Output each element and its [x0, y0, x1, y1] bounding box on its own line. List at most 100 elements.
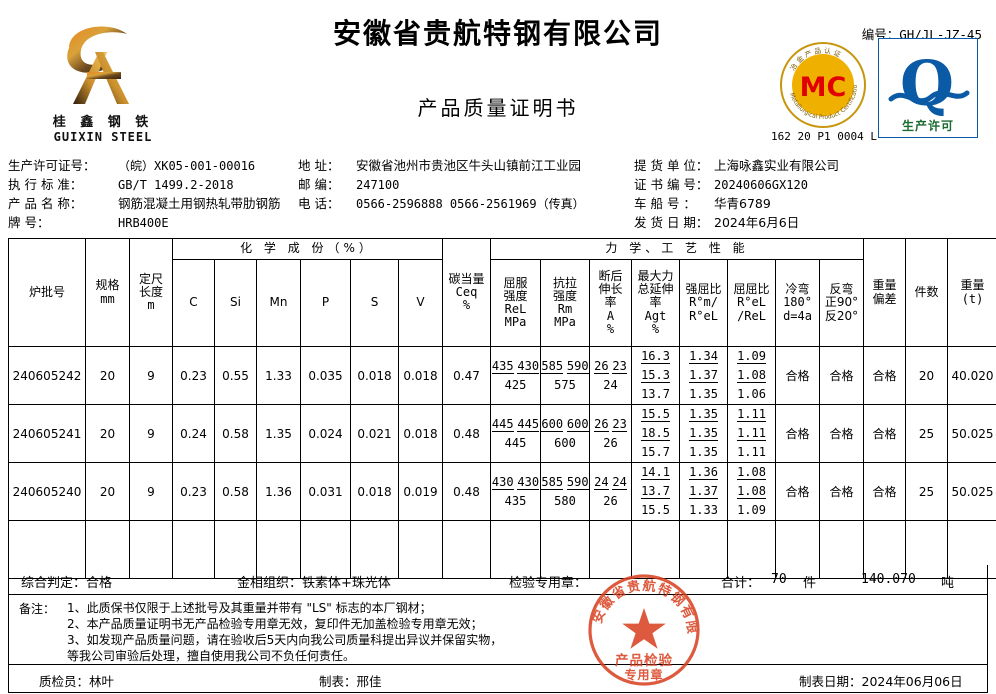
header-chem-p: P: [300, 259, 351, 347]
cell-yield: 435 430 425: [490, 346, 542, 405]
subcell: 15.5: [641, 503, 670, 517]
subcell: 1.08: [737, 465, 766, 480]
header-length-line1: 定尺: [138, 271, 163, 286]
field-label: 车 船 号 ：: [634, 196, 696, 211]
subcell: 435: [491, 358, 514, 374]
subcell: 1.35: [689, 387, 718, 401]
subcell: 1.34: [689, 349, 718, 364]
cell-p: 0.035: [300, 346, 351, 405]
field-label: 产 品 名 称：: [8, 196, 83, 211]
subcell: 585: [541, 358, 564, 374]
subcell: 1.11: [737, 426, 766, 441]
hdr-line: R°eL: [737, 295, 766, 310]
subcell: 445: [491, 416, 514, 432]
cell-yield-ratio: [727, 520, 777, 579]
subcell: 1.37: [689, 484, 718, 499]
hdr-line: ReL: [504, 302, 527, 316]
cell-ceq: 0.48: [442, 404, 492, 463]
sq-license-label: 生产许可: [901, 119, 954, 133]
subcell: 435: [504, 493, 527, 508]
subcell: 23: [612, 416, 627, 432]
info-column-left: 生产许可证号： （皖）XK05-001-00016 执 行 标 准： GB/T 14…: [8, 156, 298, 232]
cell-yield: 445 445 445: [490, 404, 542, 463]
cell-cold-bend: 合格: [775, 346, 821, 405]
subcell: 600: [541, 416, 564, 432]
cell-weight: 50.025: [947, 462, 996, 521]
hdr-line: 180°: [783, 295, 812, 310]
field-consignee: 提 货 单 位： 上海咏鑫实业有限公司: [634, 156, 990, 175]
cell-agt: 15.5 18.5 15.7: [631, 404, 681, 463]
cell-agt: 14.1 13.7 15.5: [631, 462, 681, 521]
header-chem-c: C: [172, 259, 215, 347]
hdr-line: A: [606, 308, 615, 323]
document-title: 产品质量证明书: [417, 96, 579, 120]
sq-license-icon: Q 生产许可: [878, 38, 978, 138]
hdr-line: 正90°: [824, 295, 859, 310]
field-certificate-no: 证 书 编 号： 20240606GX120: [634, 175, 990, 194]
cell-cold-bend: 合格: [775, 404, 821, 463]
inspection-seal-label: 检验专用章：: [509, 576, 588, 591]
cell-weight-deviation: 合格: [863, 462, 907, 521]
cell-v: 0.018: [397, 346, 444, 405]
cell-heat-no: 240605240: [8, 462, 86, 521]
cell-re-bend: [819, 520, 865, 579]
total-weight: 140.070: [861, 572, 916, 587]
field-label: 生产许可证号：: [8, 158, 96, 173]
header-re-bend: 反弯 正90° 反20°: [819, 259, 865, 347]
hdr-line: 最大力: [637, 269, 674, 284]
header-chemical-group: 化 学 成 份（%）: [171, 238, 444, 260]
header-length: 定尺 长度 m: [129, 238, 173, 347]
unit-pieces: 件: [803, 576, 817, 591]
inspection-table-wrapper: 炉批号 规格 mm 定尺 长度 m 化 学 成 份（%） 碳当量 Ceq %: [8, 238, 996, 579]
mc-certification-icon: MC 冶 金 产 品 认 证 Metallurgical Product Cer…: [778, 37, 866, 128]
preparer: 制表：邢佳: [319, 674, 382, 689]
subcell: 15.5: [641, 407, 670, 422]
cell-p: 0.024: [300, 404, 351, 463]
header-yield-ratio: 屈屈比 R°eL /ReL: [727, 259, 777, 347]
subcell: 1.11: [737, 445, 766, 459]
cell-c: 0.24: [172, 404, 215, 463]
table-group-header-row: 炉批号 规格 mm 定尺 长度 m 化 学 成 份（%） 碳当量 Ceq %: [8, 238, 996, 347]
field-postcode: 邮 编： 247100: [298, 175, 628, 194]
cell-pieces: 20: [905, 346, 949, 405]
cell-weight: 50.025: [947, 404, 996, 463]
header-chem-mn: Mn: [256, 259, 301, 347]
field-label: 发 货 日 期：: [634, 215, 709, 230]
cell-re-bend: 合格: [819, 404, 865, 463]
hdr-line: 冷弯: [785, 282, 810, 297]
cell-strength-ratio: 1.34 1.37 1.35: [679, 346, 729, 405]
subcell: 13.7: [641, 484, 670, 499]
hdr-line: %: [651, 321, 660, 336]
certification-marks: MC 冶 金 产 品 认 证 Metallurgical Product Cer…: [768, 37, 986, 148]
subcell: 600: [566, 416, 589, 432]
hdr-line: 强度: [503, 288, 528, 303]
field-label: 邮 编：: [298, 177, 340, 192]
cell-spec: 20: [85, 462, 130, 521]
field-label: 牌 号：: [8, 215, 50, 230]
hdr-line: 强度: [553, 288, 578, 303]
subcell: 18.5: [641, 426, 670, 441]
hdr-line: Rm: [557, 302, 573, 316]
prepare-date: 制表日期：2024年06月06日: [799, 674, 963, 689]
qc-inspector: 质检员：林叶: [39, 674, 115, 689]
subcell: 1.08: [737, 484, 766, 499]
hdr-line: 伸长: [598, 282, 623, 297]
cell-yield: 430 430 435: [490, 462, 542, 521]
field-standard: 执 行 标 准： GB/T 1499.2-2018: [8, 175, 298, 194]
header-spec-line2: mm: [100, 291, 115, 306]
hdr-line: /ReL: [737, 308, 766, 323]
field-label: 电 话：: [298, 196, 340, 211]
company-logo: 桂 鑫 钢 铁 GUIXIN STEEL: [38, 18, 168, 144]
cell-yield-ratio: 1.08 1.08 1.09: [727, 462, 777, 521]
signature-bar: 质检员：林叶 制表：邢佳 制表日期：2024年06月06日: [8, 665, 988, 693]
header-agt: 最大力 总延伸 率 Agt %: [631, 259, 681, 347]
table-body: 240605242 20 9 0.23 0.55 1.33 0.035 0.01…: [8, 346, 996, 579]
subcell: 575: [554, 377, 576, 392]
field-value: 钢筋混凝土用钢热轧带肋钢筋: [118, 196, 281, 211]
header-chem-v: V: [397, 259, 444, 347]
header-pieces: 件数: [905, 238, 949, 347]
cell-c: 0.23: [172, 462, 215, 521]
field-value: 上海咏鑫实业有限公司: [714, 158, 840, 173]
header-yield-strength: 屈服 强度 ReL MPa: [490, 259, 542, 347]
header-heat-no: 炉批号: [8, 238, 86, 347]
